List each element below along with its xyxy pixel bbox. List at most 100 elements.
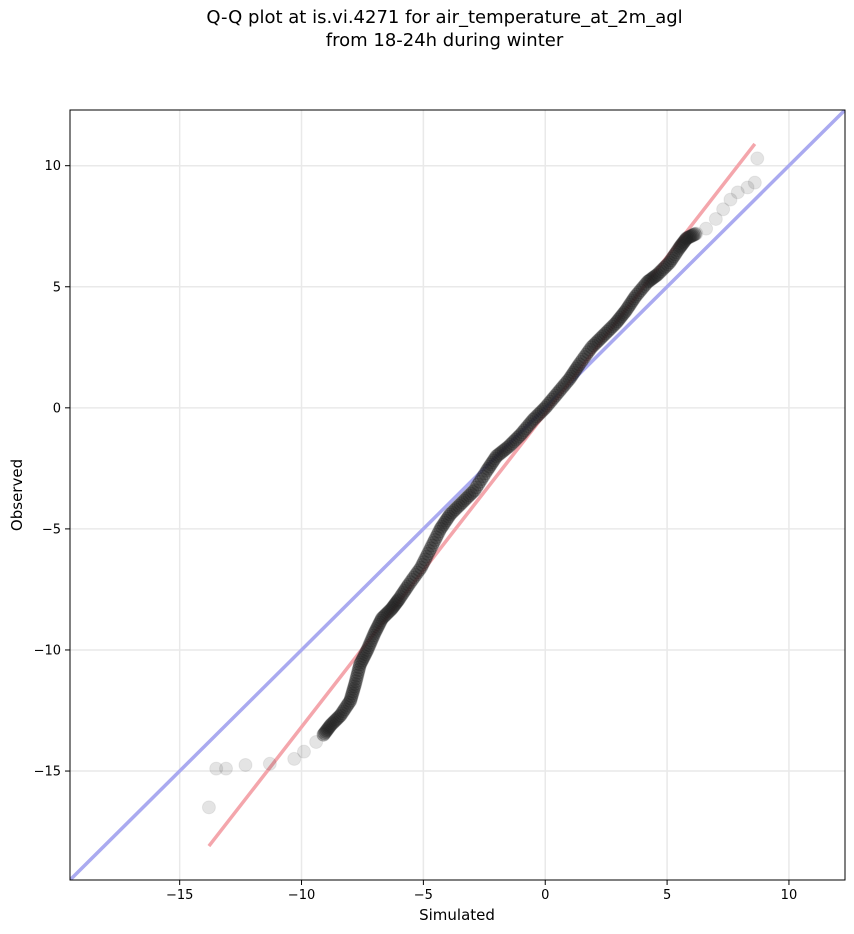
quantile-point — [476, 469, 491, 484]
quantile-point — [369, 621, 384, 636]
quantile-point — [526, 412, 541, 427]
quantile-point — [384, 601, 399, 616]
quantile-point — [496, 443, 511, 458]
quantile-points — [201, 151, 765, 815]
quantile-point — [201, 800, 216, 815]
quantile-point — [740, 180, 755, 195]
quantile-point — [353, 657, 368, 672]
quantile-point — [680, 230, 695, 245]
quantile-point — [358, 647, 373, 662]
quantile-point — [366, 628, 381, 643]
quantile-point — [433, 521, 448, 536]
quantile-point — [650, 267, 665, 282]
quantile-point — [686, 227, 701, 242]
quantile-point — [673, 239, 688, 254]
quantile-point — [429, 530, 444, 545]
quantile-point — [332, 709, 347, 724]
quantile-point — [373, 613, 388, 628]
x-tick-label: 5 — [663, 888, 671, 903]
quantile-point — [323, 718, 338, 733]
quantile-point — [337, 702, 352, 717]
quantile-point — [689, 226, 704, 241]
quantile-point — [450, 500, 465, 515]
quantile-point — [467, 483, 482, 498]
quantile-point — [218, 761, 233, 776]
quantile-point — [474, 472, 489, 487]
quantile-point — [320, 722, 335, 737]
quantile-point — [478, 466, 493, 481]
quantile-point — [381, 604, 396, 619]
quantile-point — [352, 660, 367, 675]
quantile-point — [360, 642, 375, 657]
quantile-point — [492, 446, 507, 461]
plot-frame — [69, 109, 846, 881]
quantile-point — [548, 388, 563, 403]
quantile-point — [386, 599, 401, 614]
quantile-point — [588, 336, 603, 351]
quantile-point — [624, 295, 639, 310]
quantile-point — [550, 386, 565, 401]
quantile-point — [663, 253, 678, 268]
quantile-point — [350, 665, 365, 680]
quantile-point — [406, 570, 421, 585]
quantile-point — [396, 585, 411, 600]
quantile-point — [605, 319, 620, 334]
quantile-point — [462, 488, 477, 503]
quantile-point — [349, 671, 364, 686]
quantile-point — [607, 317, 622, 332]
quantile-point — [367, 626, 382, 641]
quantile-point — [380, 605, 395, 620]
quantile-point — [678, 232, 693, 247]
quantile-point — [441, 509, 456, 524]
quantile-point — [750, 151, 765, 166]
quantile-point — [287, 751, 302, 766]
quantile-point — [622, 297, 637, 312]
quantile-point — [647, 269, 662, 284]
quantile-point — [687, 227, 702, 242]
quantile-point — [652, 265, 667, 280]
quantile-point — [359, 645, 374, 660]
quantile-point — [401, 577, 416, 592]
reference-lines — [70, 110, 845, 880]
quantile-point — [641, 273, 656, 288]
quantile-point — [515, 425, 530, 440]
quantile-point — [534, 404, 549, 419]
quantile-point — [451, 498, 466, 513]
quantile-point — [657, 260, 672, 275]
quantile-point — [343, 693, 358, 708]
quantile-point — [326, 715, 341, 730]
quantile-point — [531, 407, 546, 422]
quantile-point — [408, 567, 423, 582]
quantile-point — [374, 611, 389, 626]
quantile-point — [370, 619, 385, 634]
quantile-point — [340, 697, 355, 712]
quantile-point — [566, 365, 581, 380]
quantile-point — [423, 541, 438, 556]
quantile-point — [389, 594, 404, 609]
quantile-point — [577, 349, 592, 364]
quantile-point — [621, 299, 636, 314]
quantile-point — [533, 406, 548, 421]
quantile-point — [325, 716, 340, 731]
quantile-point — [519, 421, 534, 436]
quantile-point — [655, 262, 670, 277]
quantile-point — [584, 340, 599, 355]
quantile-point — [683, 229, 698, 244]
quantile-point — [385, 600, 400, 615]
quantile-point — [488, 451, 503, 466]
quantile-point — [659, 259, 674, 274]
quantile-point — [365, 630, 380, 645]
quantile-point — [372, 615, 387, 630]
quantile-point — [368, 623, 383, 638]
quantile-point — [637, 279, 652, 294]
quantile-point — [716, 202, 731, 217]
x-axis-label: Simulated — [419, 906, 495, 924]
quantile-point — [481, 461, 496, 476]
quantile-point — [560, 373, 575, 388]
quantile-point — [675, 236, 690, 251]
quantile-point — [646, 270, 661, 285]
quantile-point — [412, 563, 427, 578]
quantile-point — [747, 175, 762, 190]
quantile-point — [418, 552, 433, 567]
quantile-point — [351, 663, 366, 678]
